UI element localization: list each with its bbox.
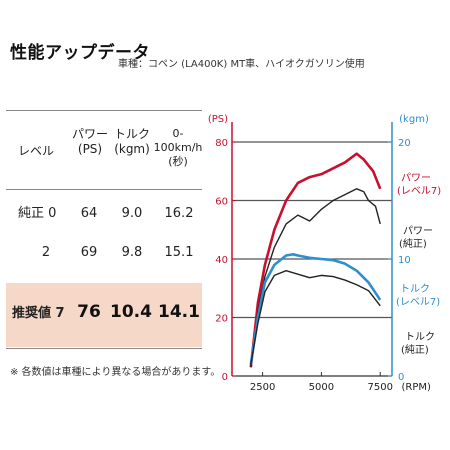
row-recommended-accel: 14.1 (158, 302, 200, 322)
left-axis-unit: (PS) (208, 114, 228, 125)
vehicle-subtitle: 車種：コペン (LA400K) MT車、ハイオクガソリン使用 (118, 59, 365, 70)
row-stock-torque: 9.0 (121, 206, 143, 221)
series-label: パワー (403, 225, 433, 237)
x-tick-label: 2500 (250, 382, 275, 393)
row-recommended-power: 76 (77, 302, 101, 322)
table-top-rule (6, 110, 202, 111)
left-tick-label: 20 (215, 314, 228, 325)
series-label-sub: (レベル7) (397, 185, 441, 197)
series-line (250, 188, 381, 368)
header-power-unit: (PS) (77, 142, 103, 156)
header-torque-unit: (kgm) (114, 142, 150, 156)
x-tick-label: 5000 (309, 382, 334, 393)
series-line (249, 152, 382, 368)
row-recommended-level: 推奨値 7 (12, 306, 65, 321)
header-accel-label: 0-100km/h (153, 127, 203, 154)
table-header-rule (6, 189, 202, 190)
right-tick-label: 0 (398, 372, 404, 383)
header-accel-unit: (秒) (168, 154, 188, 168)
series-line (249, 253, 382, 365)
table-bottom-rule (6, 348, 202, 349)
left-tick-label: 0 (222, 372, 228, 383)
header-torque: トルク (kgm) (110, 127, 154, 157)
series-label: トルク (405, 331, 435, 343)
series-label: パワー (401, 172, 431, 184)
series-label-sub: (純正) (401, 343, 429, 356)
row-level2-power: 69 (80, 245, 98, 260)
right-tick-label: 20 (398, 138, 411, 149)
row-stock-level: 純正 0 (18, 206, 57, 221)
right-tick-label: 10 (398, 255, 411, 266)
header-power: パワー (PS) (64, 127, 116, 157)
left-tick-label: 40 (215, 255, 228, 266)
header-power-label: パワー (71, 127, 108, 141)
series-label-sub: (レベル7) (396, 296, 440, 308)
series-label: トルク (400, 283, 430, 295)
right-axis-unit: (kgm) (399, 114, 429, 125)
left-tick-label: 60 (215, 197, 228, 208)
left-tick-label: 80 (215, 138, 228, 149)
row-level2-torque: 9.8 (121, 245, 143, 260)
x-tick-label: 7500 (368, 382, 393, 393)
header-level: レベル (18, 144, 55, 158)
row-stock-accel: 16.2 (164, 206, 194, 221)
row-level2-level: 2 (41, 245, 51, 260)
series-label-sub: (純正) (399, 237, 427, 250)
row-recommended-torque: 10.4 (110, 302, 152, 322)
row-level2-accel: 15.1 (164, 245, 194, 260)
series-line (250, 270, 381, 365)
row-stock-power: 64 (80, 206, 98, 221)
x-axis-unit: (RPM) (402, 382, 432, 393)
header-accel: 0-100km/h (秒) (150, 127, 206, 168)
page-title: 性能アップデータ (10, 43, 150, 63)
recommended-row-highlight (6, 283, 202, 347)
header-torque-label: トルク (113, 127, 150, 141)
disclaimer-note: ※ 各数値は車種により異なる場合があります。 (10, 367, 221, 378)
